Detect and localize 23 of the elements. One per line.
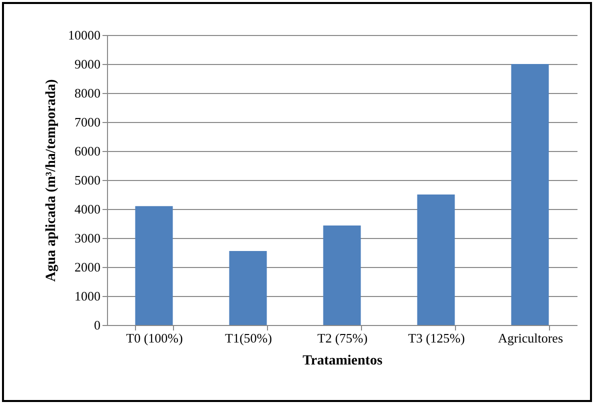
bar [511,64,549,325]
bar [417,194,455,325]
x-tick-label: T1(50%) [225,330,272,346]
y-tick-label: 8000 [74,86,100,100]
y-tick-label: 0 [94,318,100,332]
bar [323,226,361,325]
x-tick-label: T0 (100%) [126,330,183,346]
y-tick-label: 9000 [74,56,100,72]
y-tick-label: 10000 [68,28,100,42]
y-axis-title: Agua aplicada (m³/ha/temporada) [44,78,59,282]
y-tick-label: 4000 [74,202,100,216]
y-tick-label: 7000 [74,114,100,130]
x-axis-title: Tratamientos [302,354,383,368]
y-tick-label: 3000 [74,230,100,246]
y-tick-label: 1000 [74,288,100,304]
x-tick-label: T3 (125%) [408,330,465,346]
x-tick-label: T2 (75%) [317,330,368,346]
x-tick-label: Agricultores [498,330,563,346]
y-tick-label: 2000 [74,260,100,274]
y-tick-label: 6000 [74,144,100,158]
bar [135,206,173,325]
y-tick-label: 5000 [74,172,100,188]
bar [229,251,267,325]
